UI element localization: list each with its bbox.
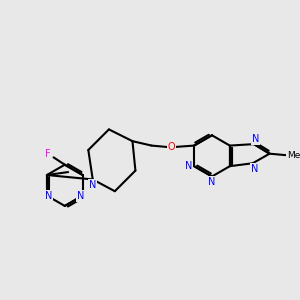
Text: N: N: [185, 161, 193, 171]
Text: N: N: [252, 134, 259, 144]
Text: N: N: [89, 180, 96, 190]
Text: N: N: [77, 190, 85, 201]
Text: O: O: [167, 142, 175, 152]
Text: N: N: [208, 177, 216, 187]
Text: Me: Me: [287, 151, 300, 160]
Text: N: N: [250, 164, 258, 173]
Text: F: F: [46, 149, 51, 159]
Text: N: N: [45, 190, 52, 201]
